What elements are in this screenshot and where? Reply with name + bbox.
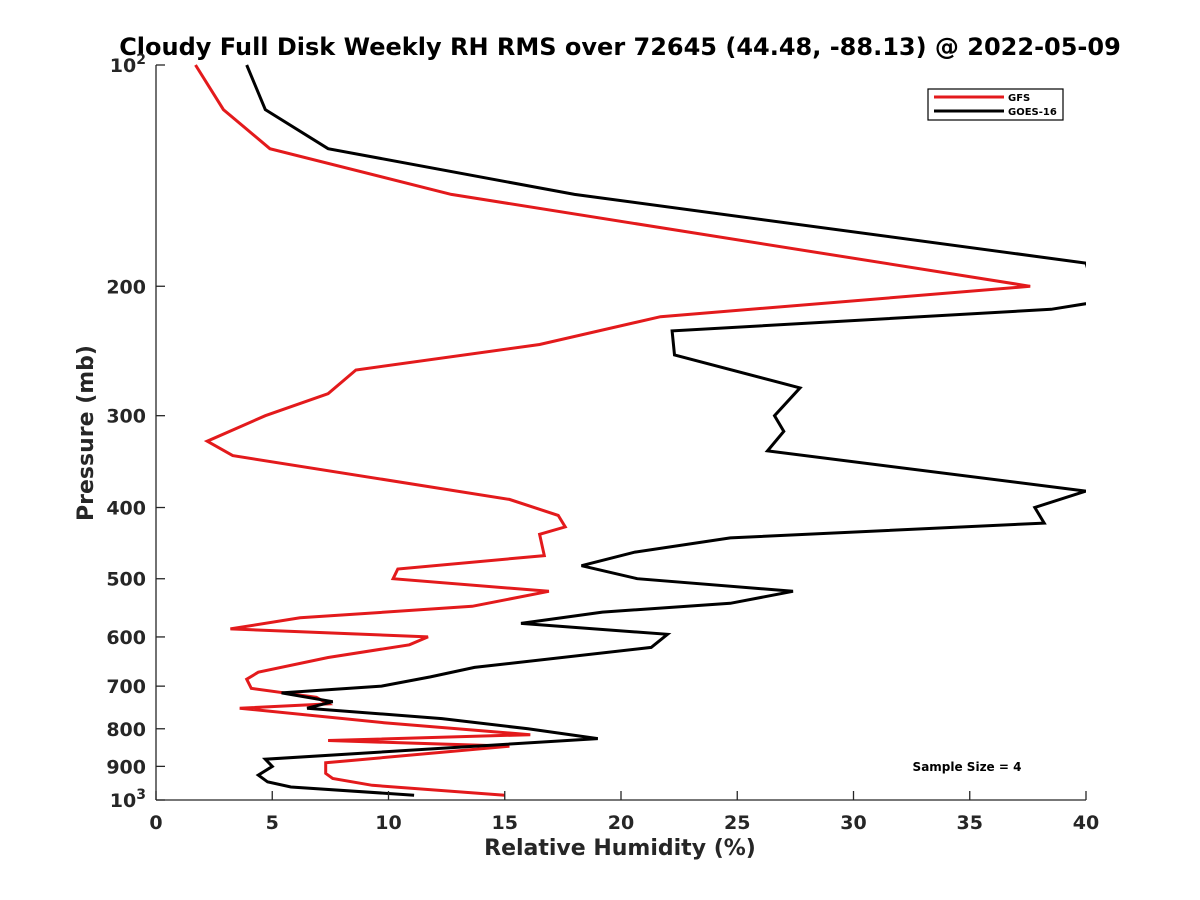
y-tick-label: 700	[106, 676, 146, 698]
x-tick-label: 15	[492, 812, 518, 834]
y-axis-label: Pressure (mb)	[74, 345, 99, 521]
y-tick-label: 500	[106, 569, 146, 591]
x-tick-label: 5	[266, 812, 279, 834]
series-group	[194, 64, 1086, 797]
x-tick-label: 25	[724, 812, 750, 834]
x-tick-label: 35	[957, 812, 983, 834]
ticks-group: 0 5 10 15 20 25 30 35 40 102 200 300 400 500 600 700 800…	[106, 52, 1099, 834]
chart-title: Cloudy Full Disk Weekly RH RMS over 7264…	[119, 33, 1121, 61]
legend-box	[927, 88, 1064, 121]
y-tick-label: 300	[106, 406, 146, 428]
legend: GFS GOES-16	[927, 88, 1064, 121]
sample-size-annotation: Sample Size = 4	[913, 760, 1022, 774]
y-tick-label: 200	[106, 276, 146, 298]
y-tick-label: 800	[106, 719, 146, 741]
legend-label: GFS	[1008, 93, 1030, 104]
y-tick-label: 400	[106, 498, 146, 520]
x-tick-label: 20	[608, 812, 634, 834]
series-line-goes-16	[245, 64, 1086, 797]
y-tick-label: 103	[110, 787, 146, 812]
y-tick-label: 600	[106, 627, 146, 649]
x-tick-label: 30	[840, 812, 866, 834]
x-tick-label: 40	[1073, 812, 1099, 834]
series-line-gfs	[194, 64, 1031, 797]
x-axis-label: Relative Humidity (%)	[484, 836, 756, 861]
y-tick-label: 900	[106, 756, 146, 778]
x-tick-label: 10	[375, 812, 401, 834]
legend-label: GOES-16	[1008, 107, 1057, 118]
x-tick-label: 0	[149, 812, 162, 834]
y-tick-label: 102	[110, 52, 146, 77]
